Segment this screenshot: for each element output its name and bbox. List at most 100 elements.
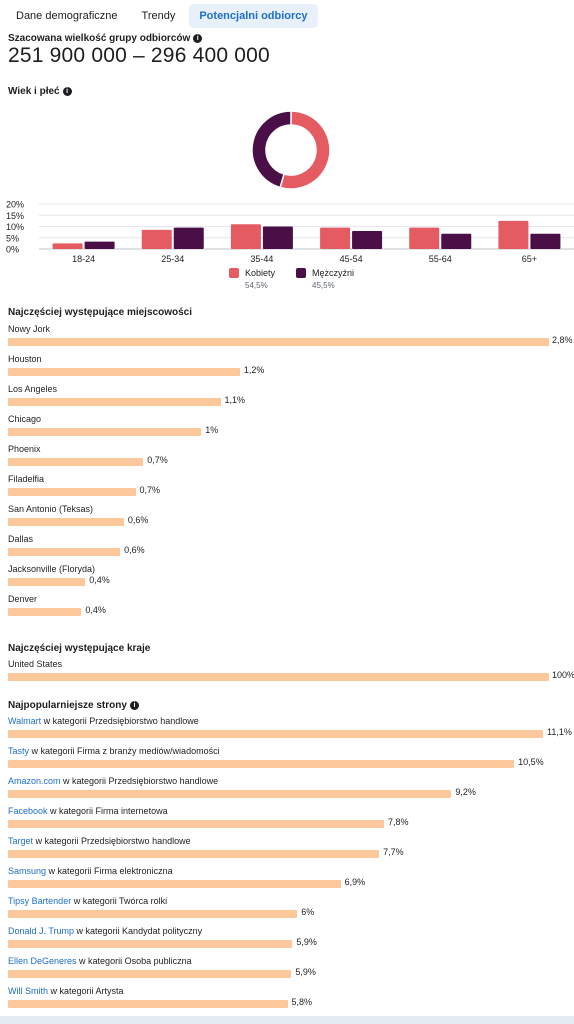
page-category: w kategorii Osoba publiczna bbox=[76, 956, 192, 966]
bar-men-55-64[interactable] bbox=[441, 233, 472, 249]
legend-pct-men: 45,5% bbox=[312, 281, 335, 290]
value-bar bbox=[8, 790, 452, 798]
page-link[interactable]: Target bbox=[8, 836, 34, 846]
page-category: w kategorii Przedsiębiorstwo handlowe bbox=[41, 716, 199, 726]
location-row: Chicago 1% bbox=[0, 414, 574, 444]
x-tick-label: 25-34 bbox=[161, 254, 184, 264]
tab-bar: Dane demograficzne Trendy Potencjalni od… bbox=[0, 4, 318, 28]
page-label: Target w kategorii Przedsiębiorstwo hand… bbox=[8, 836, 191, 846]
value-label: 6,9% bbox=[344, 877, 366, 887]
page-row: Walmart w kategorii Przedsiębiorstwo han… bbox=[0, 716, 574, 746]
location-row: Denver 0,4% bbox=[0, 594, 574, 624]
page-category: w kategorii Artysta bbox=[48, 986, 124, 996]
page-link[interactable]: Donald J. Trump bbox=[8, 926, 75, 936]
page-label: Will Smith w kategorii Artysta bbox=[8, 986, 124, 996]
value-label: 10,5% bbox=[518, 757, 544, 767]
value-label: 2,8% bbox=[552, 335, 573, 345]
page-label: Samsung w kategorii Firma elektroniczna bbox=[8, 866, 173, 876]
value-label: 7,8% bbox=[387, 817, 409, 827]
countries-title: Najczęściej występujące kraje bbox=[8, 643, 151, 654]
value-bar bbox=[8, 338, 549, 346]
y-tick-label: 0% bbox=[6, 245, 19, 255]
value-bar bbox=[8, 488, 136, 496]
bar-women-65+[interactable] bbox=[498, 220, 529, 249]
value-label: 0,4% bbox=[89, 575, 110, 585]
page-row: Target w kategorii Przedsiębiorstwo hand… bbox=[0, 836, 574, 866]
legend-swatch-men bbox=[296, 268, 306, 278]
gender-donut-chart bbox=[251, 110, 331, 190]
value-label: 0,4% bbox=[85, 605, 106, 615]
page-link[interactable]: Will Smith bbox=[8, 986, 48, 996]
page-link[interactable]: Amazon.com bbox=[8, 776, 61, 786]
value-bar bbox=[8, 398, 221, 406]
page-label: Facebook w kategorii Firma internetowa bbox=[8, 806, 168, 816]
x-tick-label: 45-54 bbox=[340, 254, 363, 264]
page-link[interactable]: Samsung bbox=[8, 866, 47, 876]
value-bar bbox=[8, 820, 384, 828]
tab-potential-audience[interactable]: Potencjalni odbiorcy bbox=[189, 4, 318, 28]
value-bar bbox=[8, 608, 82, 616]
location-name: Jacksonville (Floryda) bbox=[8, 564, 96, 574]
value-bar bbox=[8, 548, 121, 556]
bar-men-45-54[interactable] bbox=[352, 231, 383, 249]
x-tick-label: 65+ bbox=[522, 254, 537, 264]
page-category: w kategorii Kandydat polityczny bbox=[74, 926, 203, 936]
value-bar bbox=[8, 368, 240, 376]
page-link[interactable]: Facebook bbox=[8, 806, 48, 816]
y-tick-label: 10% bbox=[6, 222, 24, 232]
cities-header: Najczęściej występujące miejscowości bbox=[8, 307, 192, 318]
page-link[interactable]: Walmart bbox=[8, 716, 42, 726]
donut-slice-women[interactable] bbox=[279, 110, 331, 190]
info-icon[interactable]: i bbox=[193, 34, 203, 43]
legend-item-women: Kobiety 54,5% bbox=[229, 268, 275, 290]
bar-women-18-24[interactable] bbox=[52, 243, 83, 249]
value-bar bbox=[8, 940, 293, 948]
info-icon[interactable]: i bbox=[129, 701, 139, 710]
page-link[interactable]: Tipsy Bartender bbox=[8, 896, 72, 906]
x-tick-label: 55-64 bbox=[429, 254, 452, 264]
legend-swatch-women bbox=[229, 268, 239, 278]
bar-women-45-54[interactable] bbox=[320, 227, 351, 249]
tab-trends[interactable]: Trendy bbox=[141, 10, 176, 22]
location-name: Los Angeles bbox=[8, 384, 58, 394]
value-bar bbox=[8, 910, 298, 918]
y-tick-label: 15% bbox=[6, 211, 24, 221]
value-label: 0,7% bbox=[147, 455, 168, 465]
info-icon[interactable]: i bbox=[62, 87, 72, 96]
bar-men-65+[interactable] bbox=[530, 233, 561, 249]
y-tick-label: 20% bbox=[6, 200, 24, 210]
location-name: Dallas bbox=[8, 534, 34, 544]
page-link[interactable]: Tasty bbox=[8, 746, 30, 756]
value-label: 1,1% bbox=[224, 395, 246, 405]
bar-women-25-34[interactable] bbox=[141, 229, 172, 249]
bar-men-25-34[interactable] bbox=[173, 227, 204, 249]
value-bar bbox=[8, 673, 549, 681]
tab-demographics[interactable]: Dane demograficzne bbox=[16, 10, 118, 22]
location-row: San Antonio (Teksas) 0,6% bbox=[0, 504, 574, 534]
value-label: 6% bbox=[301, 907, 315, 917]
bar-women-55-64[interactable] bbox=[409, 227, 440, 249]
page-link[interactable]: Ellen DeGeneres bbox=[8, 956, 77, 966]
bar-men-18-24[interactable] bbox=[84, 241, 115, 249]
value-label: 1,2% bbox=[243, 365, 265, 375]
location-row: Los Angeles 1,1% bbox=[0, 384, 574, 414]
location-name: United States bbox=[8, 659, 63, 669]
legend-pct-women: 54,5% bbox=[245, 281, 268, 290]
value-bar bbox=[8, 518, 124, 526]
y-tick-label: 5% bbox=[6, 233, 19, 243]
bar-men-35-44[interactable] bbox=[262, 226, 293, 250]
location-name: Denver bbox=[8, 594, 38, 604]
value-label: 0,6% bbox=[124, 545, 145, 555]
cities-title: Najczęściej występujące miejscowości bbox=[8, 307, 192, 318]
legend-item-men: Mężczyźni 45,5% bbox=[296, 268, 354, 290]
page-category: w kategorii Przedsiębiorstwo handlowe bbox=[60, 776, 219, 786]
bar-women-35-44[interactable] bbox=[230, 224, 261, 249]
donut-slice-men[interactable] bbox=[251, 110, 292, 189]
legend-label-men: Mężczyźni bbox=[312, 268, 355, 278]
page-category: w kategorii Twórca rolki bbox=[71, 896, 168, 906]
page-row: Ellen DeGeneres w kategorii Osoba public… bbox=[0, 956, 574, 986]
x-tick-label: 35-44 bbox=[250, 254, 273, 264]
value-label: 1% bbox=[205, 425, 219, 435]
audience-size-label: Szacowana wielkość grupy odbiorców bbox=[8, 33, 191, 44]
value-label: 0,7% bbox=[139, 485, 161, 495]
